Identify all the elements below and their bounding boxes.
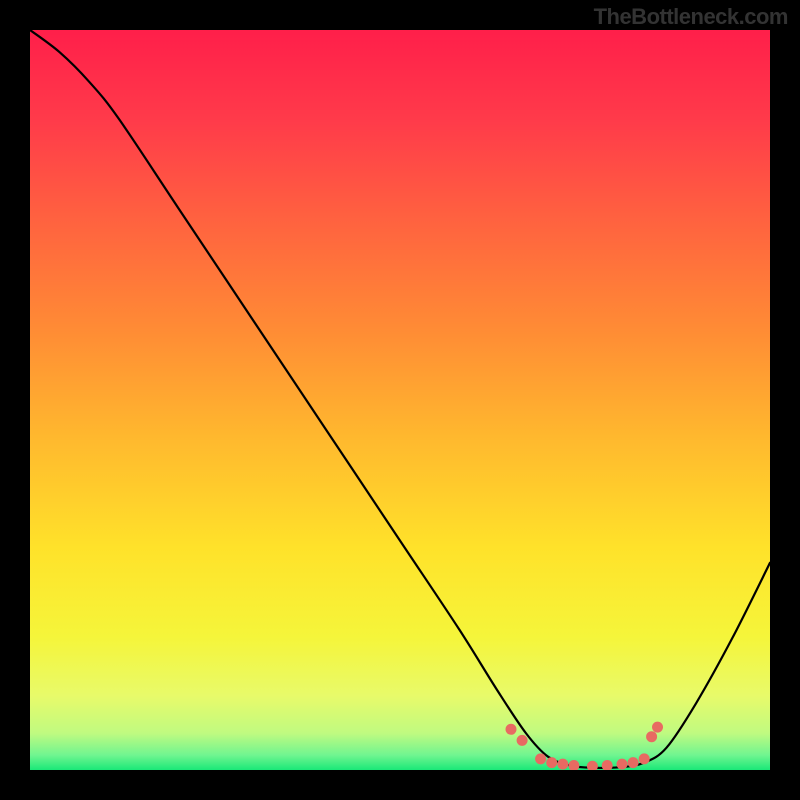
marker-point <box>506 724 516 734</box>
bottleneck-curve <box>30 30 770 768</box>
marker-point <box>517 735 527 745</box>
marker-point <box>587 761 597 770</box>
marker-point <box>639 754 649 764</box>
marker-point <box>653 722 663 732</box>
marker-point <box>647 732 657 742</box>
marker-point <box>617 759 627 769</box>
valley-markers <box>506 722 663 770</box>
plot-area <box>30 30 770 770</box>
marker-point <box>536 754 546 764</box>
watermark-text: TheBottleneck.com <box>594 4 788 30</box>
marker-point <box>569 761 579 770</box>
marker-point <box>628 758 638 768</box>
curve-layer <box>30 30 770 770</box>
marker-point <box>547 758 557 768</box>
marker-point <box>558 759 568 769</box>
marker-point <box>602 761 612 770</box>
